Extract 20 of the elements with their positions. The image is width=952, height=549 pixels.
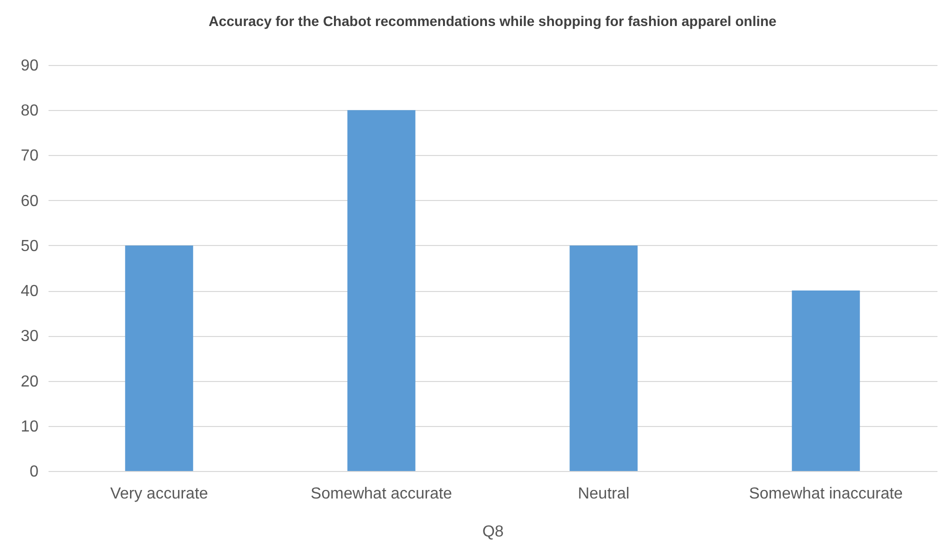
bar <box>347 110 416 471</box>
y-tick-label: 40 <box>20 283 39 300</box>
x-tick-label: Somewhat accurate <box>310 486 452 502</box>
y-tick-label: 70 <box>20 148 39 165</box>
x-tick-label: Neutral <box>578 486 630 502</box>
y-tick-label: 20 <box>20 373 39 390</box>
y-tick-label: 90 <box>20 58 39 74</box>
y-tick-label: 10 <box>20 418 39 436</box>
y-tick-label: 0 <box>30 464 39 480</box>
bar <box>125 245 194 471</box>
chart-title: Accuracy for the Chabot recommendations while shopping for fashion apparel online <box>208 13 777 29</box>
bar <box>570 245 638 471</box>
y-tick-label: 50 <box>20 238 39 255</box>
bar <box>792 290 860 471</box>
x-tick-label: Very accurate <box>110 486 208 502</box>
y-tick-label: 80 <box>20 102 39 120</box>
x-axis-title: Q8 <box>482 524 504 540</box>
x-tick-label: Somewhat inaccurate <box>748 486 903 502</box>
y-tick-label: 60 <box>20 192 39 210</box>
y-tick-label: 30 <box>20 328 39 346</box>
